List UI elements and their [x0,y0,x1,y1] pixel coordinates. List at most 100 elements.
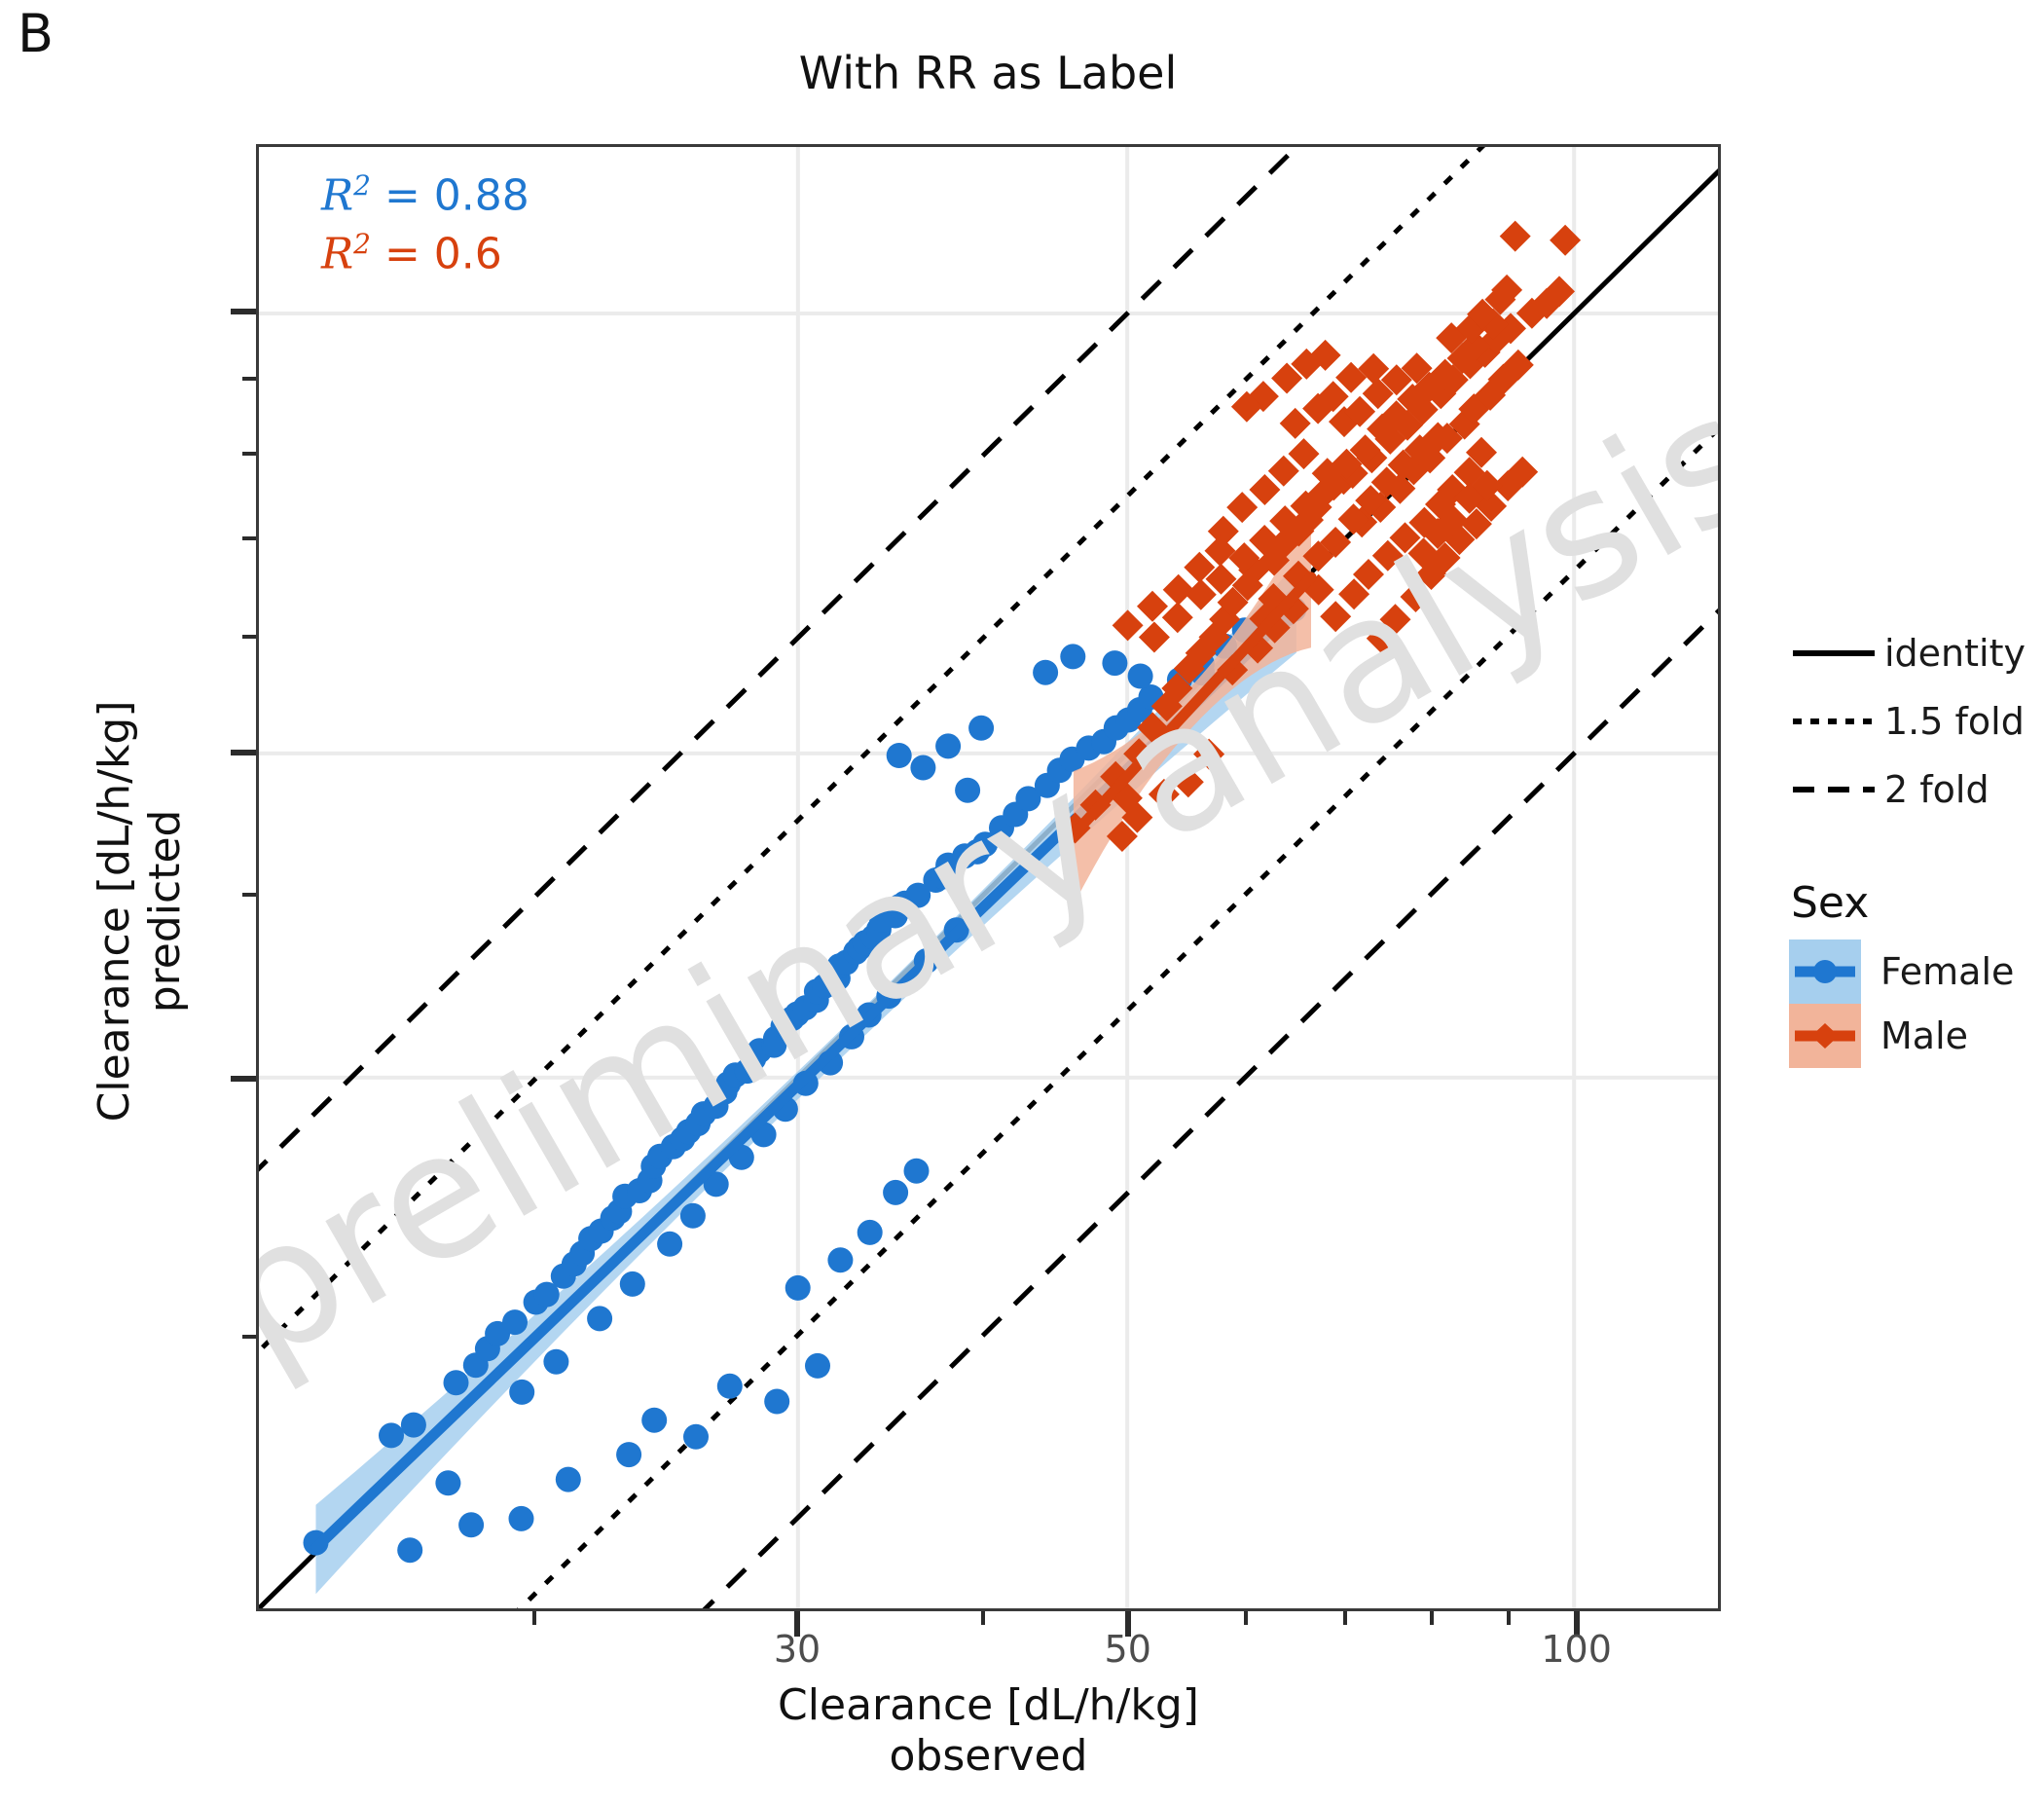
data-point [533,1281,560,1308]
y-axis-title: Clearance [dL/h/kg] predicted [90,298,191,1525]
data-point [1161,602,1193,634]
r-squared-male: R2 = 0.6 [321,226,529,284]
data-point [1138,621,1170,653]
data-point [1320,527,1352,558]
y-axis-title-line1: Clearance [dL/h/kg] [90,700,140,1123]
x-axis-title-line1: Clearance [dL/h/kg] [778,1680,1199,1730]
data-point [1353,559,1384,590]
data-point [1033,659,1059,685]
data-point [857,1219,883,1245]
y-tick-minor [242,451,256,456]
legend-item-solid[interactable]: identity [1789,619,2032,687]
data-point [1242,632,1274,664]
data-point [1387,449,1419,481]
data-point [1226,492,1259,524]
data-point [1401,352,1433,385]
legend: identity 1.5 fold 2 fold Sex Female Male [1789,619,2032,1068]
data-point [443,1370,469,1396]
series-male [1059,220,1582,905]
data-point [543,1348,569,1375]
y-tick-major [231,750,256,756]
data-point [1311,458,1343,490]
data-point [1162,573,1194,606]
data-point [1471,469,1503,501]
line-glyph-svg [1793,718,1875,724]
data-point [1379,604,1411,636]
data-point [1425,378,1457,410]
plot-area: preliminary analysis [256,144,1721,1611]
data-point [1550,224,1582,256]
data-point [968,715,995,741]
data-point [716,1373,743,1399]
legend-item-dotted[interactable]: 1.5 fold [1789,687,2032,755]
data-point [1267,455,1299,487]
y-tick-minor [242,536,256,541]
data-point [1370,466,1403,498]
data-point [1102,650,1128,677]
data-point [1499,220,1531,252]
legend-item-sex-female[interactable]: Female [1789,939,2032,1004]
legend-item-sex-male[interactable]: Male [1789,1004,2032,1068]
x-axis-title-line2: observed [889,1730,1088,1781]
r2-exponent: 2 [353,169,371,202]
legend-label: Male [1880,1014,1969,1057]
data-point [458,1512,485,1538]
data-point [1320,601,1352,633]
legend-color-swatch [1789,1004,1861,1068]
x-tick-minor [532,1611,537,1625]
r2-symbol: R [321,229,354,279]
data-point [1366,622,1398,654]
legend-label: 1.5 fold [1884,700,2025,743]
x-tick-label: 30 [773,1628,821,1671]
r-squared-female: R2 = 0.88 [321,167,529,226]
data-point [1531,287,1563,319]
data-point [1544,276,1575,308]
data-point [910,755,936,781]
x-tick-label: 100 [1541,1628,1612,1671]
data-point [683,1423,709,1450]
data-point [435,1470,461,1496]
data-point [764,1388,790,1415]
data-point [1443,524,1476,556]
legend-item-dashed[interactable]: 2 fold [1789,755,2032,824]
data-point [641,1407,668,1433]
data-point [1193,738,1225,770]
data-point [1335,361,1368,393]
legend-key-glyph [1795,1023,1855,1049]
data-point [1380,364,1412,396]
data-point [1204,534,1236,567]
data-point [1491,274,1523,306]
legend-title-sex: Sex [1791,878,1870,928]
legend-marker-diamond [1811,1023,1839,1049]
x-tick-major [794,1611,801,1637]
data-point [1349,434,1381,466]
r-squared-annotations: R2 = 0.88 R2 = 0.6 [321,167,529,283]
data-point [1400,581,1432,612]
data-point [1015,786,1041,812]
data-point [1288,438,1320,470]
data-point [1279,407,1311,439]
r2-value: = 0.88 [370,170,529,221]
data-point [905,882,931,908]
data-point [1112,609,1144,642]
data-point [587,1306,613,1332]
data-point [1269,505,1301,537]
data-point [1437,504,1469,536]
data-point [1228,542,1260,574]
data-point [1371,539,1404,571]
legend-label: Female [1880,950,2015,993]
x-tick-minor [1243,1611,1248,1625]
x-tick-label: 50 [1104,1628,1151,1671]
data-point [1249,474,1281,505]
legend-line-swatch-dotted [1789,702,1879,741]
panel-letter: B [18,3,55,64]
data-point [555,1466,581,1492]
data-point [1367,413,1399,445]
legend-marker-circle [1813,960,1837,983]
data-point [379,1422,404,1449]
legend-line-swatch-solid [1789,634,1879,673]
data-point [1502,349,1534,381]
data-point [1338,578,1370,610]
data-point [1150,690,1183,722]
data-point [1060,644,1086,670]
